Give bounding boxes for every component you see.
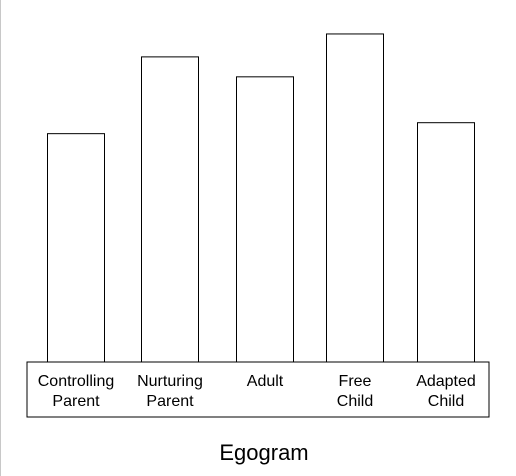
category-label-box bbox=[26, 361, 490, 418]
category-label-line: Child bbox=[428, 393, 464, 410]
bar-adult bbox=[236, 76, 294, 363]
category-label-line: Free bbox=[339, 373, 372, 390]
category-label-controlling-parent: Controlling Parent bbox=[38, 373, 114, 410]
bars-group bbox=[47, 33, 475, 363]
category-labels-group: Controlling Parent Nurturing Parent Adult Fre… bbox=[38, 373, 476, 410]
category-label-nurturing-parent: Nurturing Parent bbox=[137, 373, 203, 410]
category-label-line: Parent bbox=[52, 393, 100, 410]
category-label-line: Adult bbox=[247, 373, 284, 390]
window-left-edge bbox=[0, 0, 1, 476]
bar-nurturing-parent bbox=[141, 56, 199, 363]
category-label-line: Adapted bbox=[416, 373, 476, 390]
chart-title: Egogram bbox=[219, 440, 308, 465]
category-label-line: Parent bbox=[146, 393, 194, 410]
category-label-line: Child bbox=[337, 393, 373, 410]
category-label-adult: Adult bbox=[247, 373, 284, 390]
bar-free-child bbox=[326, 33, 384, 363]
category-label-line: Controlling bbox=[38, 373, 114, 390]
category-label-adapted-child: Adapted Child bbox=[416, 373, 476, 410]
bar-adapted-child bbox=[417, 122, 475, 363]
bar-controlling-parent bbox=[47, 133, 105, 363]
category-label-line: Nurturing bbox=[137, 373, 203, 390]
category-label-free-child: Free Child bbox=[337, 373, 373, 410]
